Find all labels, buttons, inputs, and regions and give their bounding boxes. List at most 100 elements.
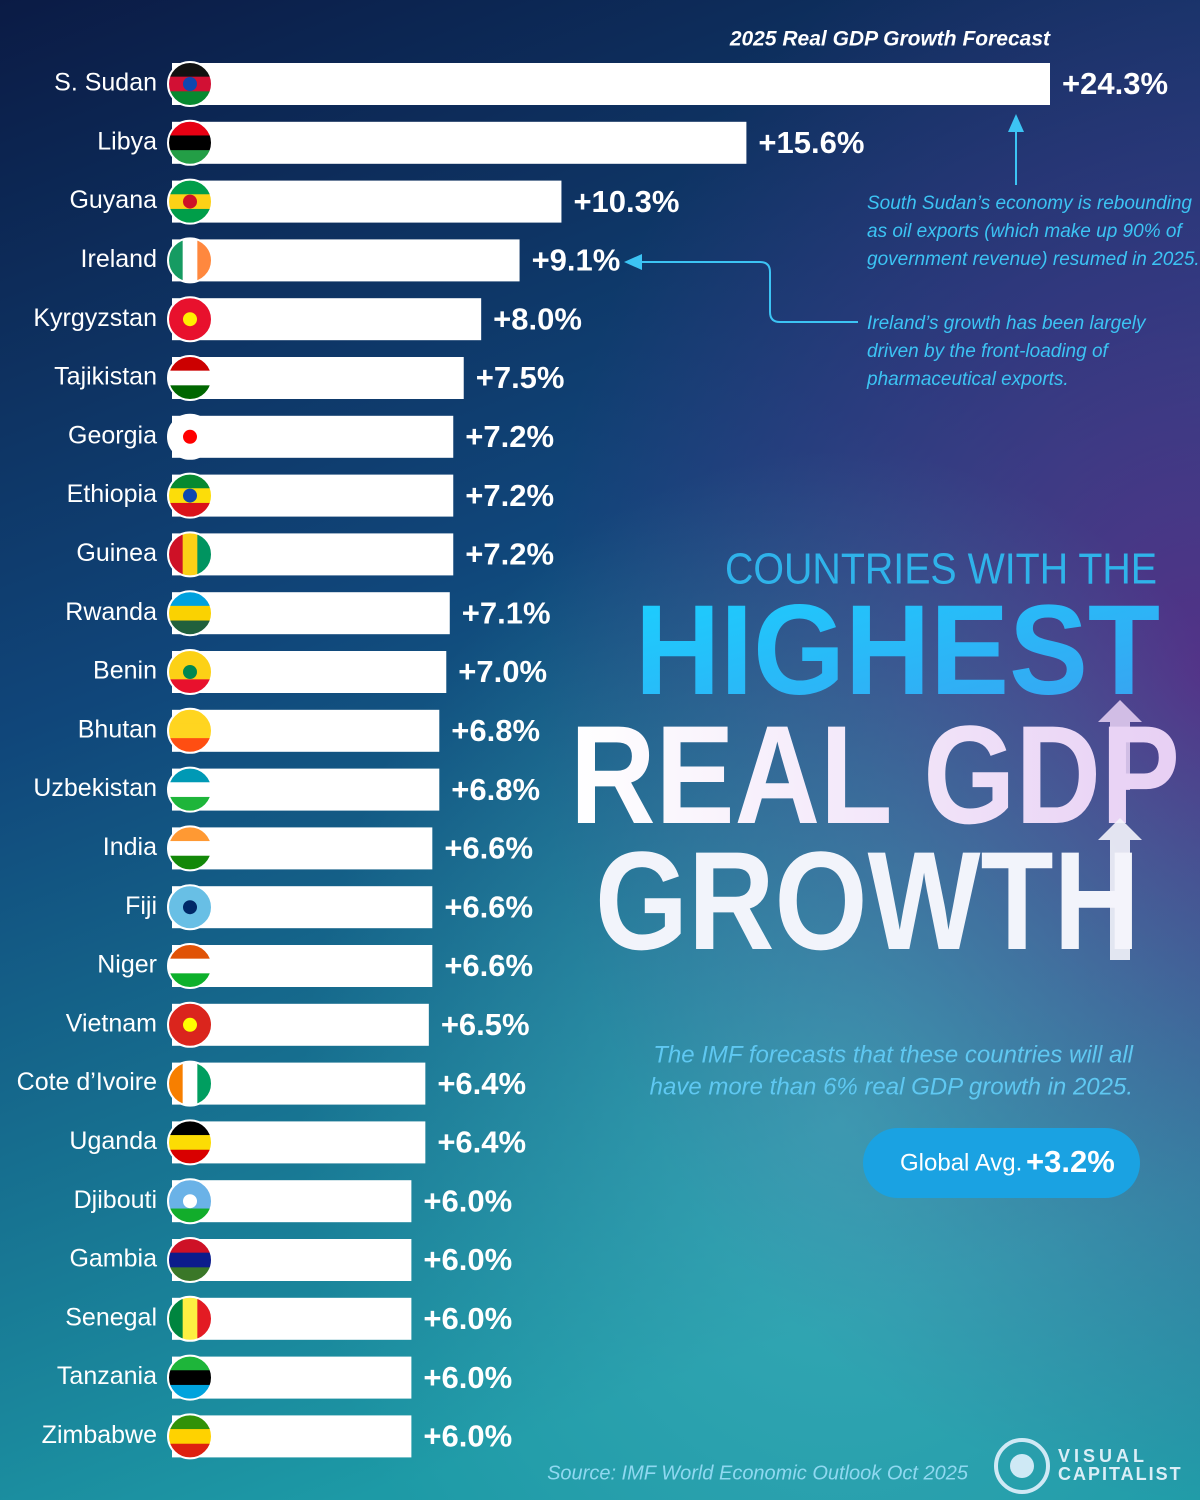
value-label: +7.2% [465,478,554,513]
annotation: Ireland’s growth has been largely driven… [624,254,1147,390]
flag-stripe [168,723,212,739]
category-label: Senegal [65,1303,157,1331]
flag-stripe [168,841,212,857]
flag-border [167,1413,213,1460]
category-label: Guinea [76,539,157,567]
headline-kicker: COUNTRIES WITH THE [725,545,1157,594]
bar [172,415,454,458]
value-label: +8.0% [493,301,582,336]
flag-border [167,178,213,225]
flag-border [167,707,213,754]
pill [863,1128,1140,1198]
bar [172,1003,429,1046]
category-label: Djibouti [74,1186,157,1214]
flag-emblem [183,312,197,327]
bar [172,63,1050,105]
flag-stripe [182,1296,198,1341]
headline: COUNTRIES WITH THE HIGHEST REAL GDP GROW… [570,545,1180,979]
value-label: +6.6% [444,831,533,866]
flag-stripe [168,370,212,386]
flag-stripe [168,1252,212,1268]
logo-text: CAPITALIST [1058,1464,1183,1484]
category-label: Benin [93,657,157,685]
annotation-text: government revenue) resumed in 2025. [867,249,1200,270]
note-text: The IMF forecasts that these countries w… [653,1041,1133,1068]
value-label: +6.0% [423,1301,512,1336]
category-label: Kyrgyzstan [33,304,157,332]
flag-border [167,884,213,931]
logo-icon [994,1438,1050,1494]
bar [172,1121,426,1164]
note-text: have more than 6% real GDP growth in 202… [650,1073,1133,1100]
value-label: +6.0% [423,1242,512,1277]
annotation: South Sudan’s economy is rebounding as o… [867,114,1200,270]
annotation-text: driven by the front-loading of [867,341,1110,362]
flag-border [167,1178,213,1225]
flag-emblem [183,1194,197,1209]
logo-icon [1010,1454,1034,1478]
value-label: +6.8% [451,772,540,807]
category-label: Niger [97,951,157,979]
source: Source: IMF World Economic Outlook Oct 2… [547,1462,969,1484]
headline-line: GROWTH [595,822,1140,979]
flag-border [167,1060,213,1107]
category-label: India [103,833,157,861]
flag-stripe [168,958,212,974]
bar [172,827,433,870]
bar [172,709,440,752]
bar [172,121,747,164]
value-label: +6.6% [444,889,533,924]
headline-line: HIGHEST [635,579,1160,722]
flag-border [167,943,213,989]
flag-border [167,1119,213,1166]
category-label: Libya [97,127,157,155]
bar [172,1062,426,1105]
value-label: +9.1% [532,243,621,278]
flag-border [167,531,213,578]
category-label: Vietnam [66,1009,157,1037]
flag-stripe [182,1061,198,1106]
bar [172,886,433,929]
bar [172,768,440,811]
global-average: Global Avg. +3.2% [863,1128,1140,1198]
flag-border [167,590,213,637]
value-label: +7.1% [462,595,551,630]
bar [172,357,464,399]
bar [172,945,433,987]
value-label: +6.8% [451,713,540,748]
category-label: Guyana [69,186,157,214]
flag-emblem [183,488,197,503]
value-label: +7.2% [465,537,554,572]
value-label: +7.0% [458,654,547,689]
flag-stripe [168,605,212,622]
category-label: Georgia [68,421,157,449]
flag-stripe [168,1135,212,1151]
value-label: +6.4% [437,1066,526,1101]
chart-title: 2025 Real GDP Growth Forecast [729,28,1051,51]
category-label: Ireland [81,245,157,273]
arrow-icon [1098,818,1142,960]
flag-border [167,1295,213,1342]
value-label: +6.6% [444,948,533,983]
value-label: +6.4% [437,1125,526,1160]
category-label: Tajikistan [54,363,157,391]
logo-text: VISUAL [1058,1446,1148,1466]
annotation-text: as oil exports (which make up 90% of [867,221,1183,242]
flag-border [167,825,213,872]
category-label: Gambia [69,1245,157,1273]
value-label: +7.5% [476,360,565,395]
flag [168,179,212,224]
flag-border [167,1001,213,1048]
flag-stripe [168,1370,212,1386]
bar [172,239,520,282]
flag-border [167,355,213,401]
flag-border [167,61,213,107]
flag-border [167,413,213,460]
headline-line: REAL GDP [570,696,1180,853]
value-label: +15.6% [758,125,864,160]
category-label: Uganda [69,1127,157,1155]
value-label: +6.5% [441,1007,530,1042]
flag-border [167,237,213,284]
category-label: Bhutan [78,715,157,743]
